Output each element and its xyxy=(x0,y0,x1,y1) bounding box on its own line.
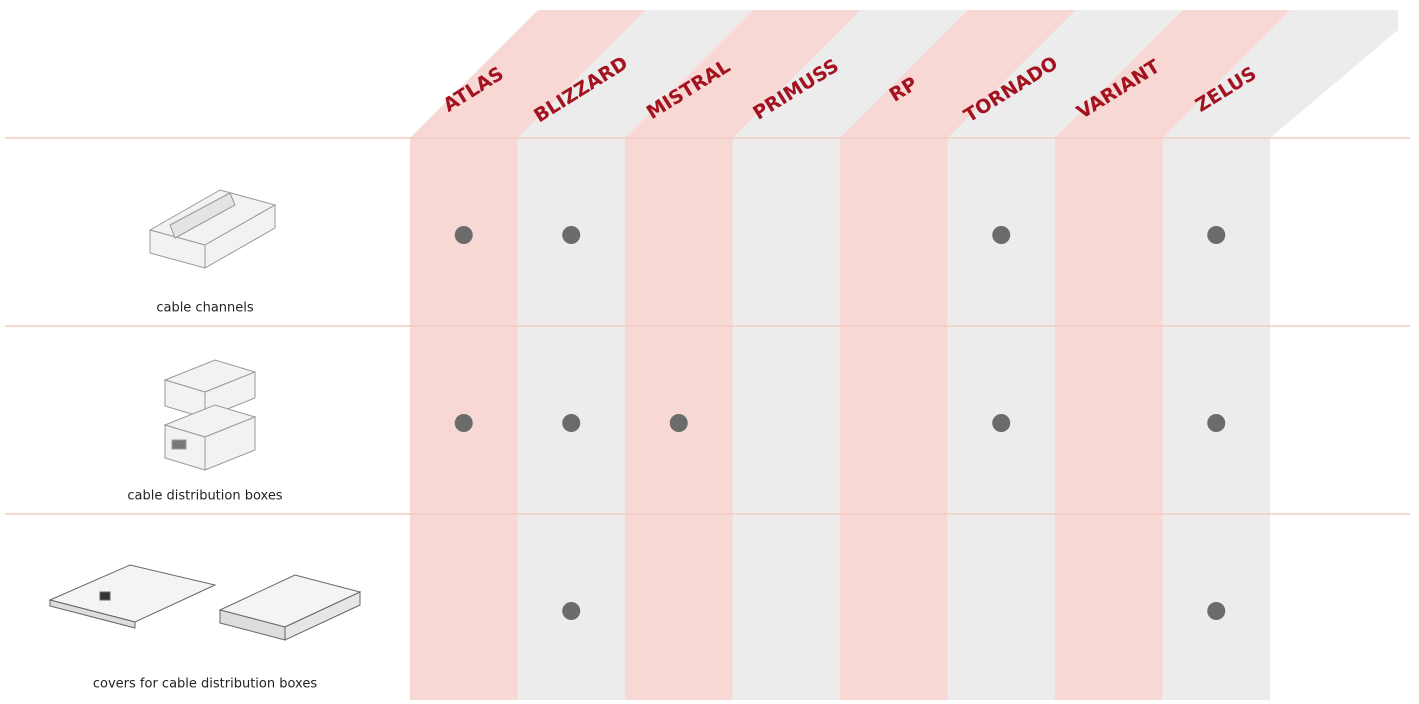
availability-dot xyxy=(992,414,1011,432)
icon-covers xyxy=(48,564,362,641)
column-band xyxy=(947,10,1183,700)
availability-dot xyxy=(562,226,581,244)
availability-dot xyxy=(454,226,473,244)
row-label: covers for cable distribution boxes xyxy=(93,677,317,692)
column-band xyxy=(410,10,646,700)
column-band xyxy=(625,10,861,700)
row-label: cable distribution boxes xyxy=(127,489,282,504)
column-band xyxy=(517,10,753,700)
availability-dot xyxy=(562,602,581,620)
availability-dot xyxy=(992,226,1011,244)
column-band xyxy=(732,10,968,700)
availability-dot xyxy=(1207,602,1226,620)
column-bands xyxy=(410,10,1398,700)
column-band xyxy=(1055,10,1291,700)
availability-dot xyxy=(1207,414,1226,432)
column-band xyxy=(1162,10,1398,700)
icon-cable-channel xyxy=(148,189,277,269)
availability-dot xyxy=(669,414,688,432)
availability-dot xyxy=(1207,226,1226,244)
availability-dot xyxy=(562,414,581,432)
row-label: cable channels xyxy=(156,301,254,316)
row-lines xyxy=(5,137,1410,515)
availability-dot xyxy=(454,414,473,432)
column-band xyxy=(840,10,1076,700)
icon-distribution-box xyxy=(163,359,257,471)
